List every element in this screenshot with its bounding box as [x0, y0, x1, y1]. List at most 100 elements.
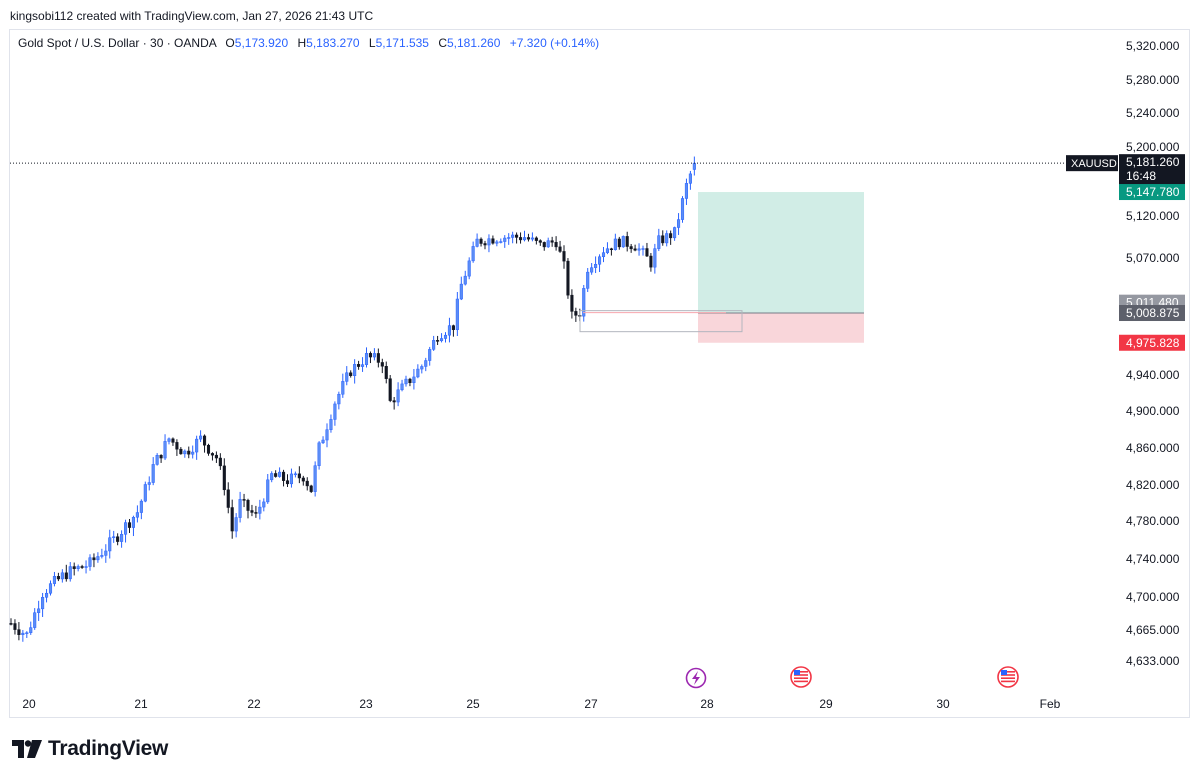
- candle-body[interactable]: [692, 162, 696, 170]
- candle-body[interactable]: [345, 372, 349, 382]
- candle-body[interactable]: [455, 298, 459, 330]
- candle-body[interactable]: [305, 480, 309, 487]
- candle-body[interactable]: [37, 608, 41, 613]
- candle-body[interactable]: [368, 353, 372, 358]
- candle-body[interactable]: [582, 288, 586, 317]
- candle-body[interactable]: [428, 349, 432, 361]
- candle-body[interactable]: [451, 325, 455, 330]
- candle-body[interactable]: [487, 238, 491, 246]
- candle-body[interactable]: [384, 365, 388, 379]
- candle-body[interactable]: [625, 236, 629, 247]
- candle-body[interactable]: [25, 632, 29, 634]
- candle-body[interactable]: [29, 627, 33, 633]
- candle-body[interactable]: [400, 383, 404, 391]
- candle-body[interactable]: [590, 267, 594, 273]
- candle-body[interactable]: [282, 471, 286, 481]
- candle-body[interactable]: [108, 537, 112, 552]
- candle-body[interactable]: [270, 473, 274, 481]
- candle-body[interactable]: [135, 512, 139, 518]
- candle-body[interactable]: [538, 240, 542, 243]
- candle-body[interactable]: [396, 389, 400, 403]
- candle-body[interactable]: [361, 364, 365, 367]
- candle-body[interactable]: [60, 572, 64, 580]
- zone-rectangle[interactable]: [579, 310, 743, 333]
- candle-body[interactable]: [206, 444, 211, 454]
- candle-body[interactable]: [191, 451, 195, 455]
- candle-body[interactable]: [143, 484, 147, 502]
- candle-body[interactable]: [179, 448, 183, 455]
- candle-body[interactable]: [605, 248, 610, 253]
- candle-body[interactable]: [388, 378, 392, 401]
- candle-body[interactable]: [499, 241, 503, 243]
- candle-body[interactable]: [171, 438, 175, 443]
- candle-body[interactable]: [574, 311, 578, 316]
- candle-body[interactable]: [661, 235, 665, 244]
- candle-body[interactable]: [364, 353, 369, 365]
- candle-body[interactable]: [491, 238, 495, 244]
- candle-body[interactable]: [633, 248, 637, 251]
- candle-body[interactable]: [665, 233, 669, 244]
- candle-body[interactable]: [199, 435, 203, 440]
- candle-body[interactable]: [629, 246, 633, 250]
- candle-body[interactable]: [262, 501, 266, 508]
- candle-body[interactable]: [45, 592, 49, 598]
- candle-body[interactable]: [479, 238, 483, 244]
- candle-body[interactable]: [609, 248, 613, 250]
- candle-body[interactable]: [586, 271, 590, 289]
- candle-body[interactable]: [309, 485, 313, 492]
- candle-body[interactable]: [159, 455, 163, 459]
- candle-body[interactable]: [688, 173, 692, 184]
- price-axis[interactable]: 5,320.000 5,280.000 5,240.000 5,200.000 5,12…: [1066, 39, 1185, 668]
- candle-body[interactable]: [653, 248, 657, 268]
- candle-body[interactable]: [124, 522, 128, 535]
- candle-body[interactable]: [503, 237, 507, 242]
- candle-body[interactable]: [432, 340, 436, 350]
- candle-body[interactable]: [254, 512, 258, 514]
- symbol-description[interactable]: Gold Spot / U.S. Dollar · 30 · OANDA: [18, 36, 217, 50]
- candle-body[interactable]: [127, 522, 132, 528]
- candle-body[interactable]: [570, 294, 574, 312]
- candle-body[interactable]: [329, 419, 333, 430]
- candle-body[interactable]: [613, 238, 617, 250]
- candle-body[interactable]: [649, 255, 653, 268]
- candle-body[interactable]: [147, 482, 151, 485]
- candle-body[interactable]: [9, 623, 13, 625]
- candle-body[interactable]: [554, 242, 558, 248]
- candle-body[interactable]: [203, 435, 207, 446]
- candle-body[interactable]: [601, 252, 606, 258]
- candle-body[interactable]: [246, 499, 250, 511]
- candle-body[interactable]: [210, 453, 214, 456]
- candle-body[interactable]: [258, 506, 262, 514]
- candle-body[interactable]: [515, 234, 519, 238]
- candle-body[interactable]: [13, 623, 17, 630]
- candle-body[interactable]: [17, 629, 21, 635]
- candle-body[interactable]: [495, 241, 499, 244]
- candle-body[interactable]: [392, 400, 396, 403]
- candle-body[interactable]: [550, 240, 554, 243]
- candle-body[interactable]: [408, 378, 412, 383]
- candle-body[interactable]: [519, 237, 523, 241]
- candle-body[interactable]: [100, 555, 104, 557]
- candle-body[interactable]: [680, 198, 685, 220]
- candle-body[interactable]: [96, 556, 100, 561]
- candle-body[interactable]: [467, 260, 471, 277]
- candle-body[interactable]: [48, 583, 53, 594]
- candle-body[interactable]: [242, 499, 246, 501]
- candle-body[interactable]: [459, 283, 463, 300]
- candle-body[interactable]: [598, 256, 602, 265]
- candle-body[interactable]: [84, 566, 88, 568]
- candle-body[interactable]: [266, 479, 270, 503]
- candle-body[interactable]: [80, 566, 84, 568]
- candle-body[interactable]: [222, 465, 226, 491]
- candle-body[interactable]: [341, 381, 345, 395]
- candle-body[interactable]: [68, 566, 72, 580]
- candle-body[interactable]: [641, 248, 645, 250]
- candle-body[interactable]: [289, 473, 293, 485]
- candle-body[interactable]: [195, 438, 199, 453]
- candle-body[interactable]: [33, 612, 37, 628]
- candle-body[interactable]: [278, 471, 282, 477]
- candle-body[interactable]: [321, 439, 325, 444]
- tradingview-logo[interactable]: TradingView: [12, 737, 168, 761]
- candle-body[interactable]: [349, 372, 353, 376]
